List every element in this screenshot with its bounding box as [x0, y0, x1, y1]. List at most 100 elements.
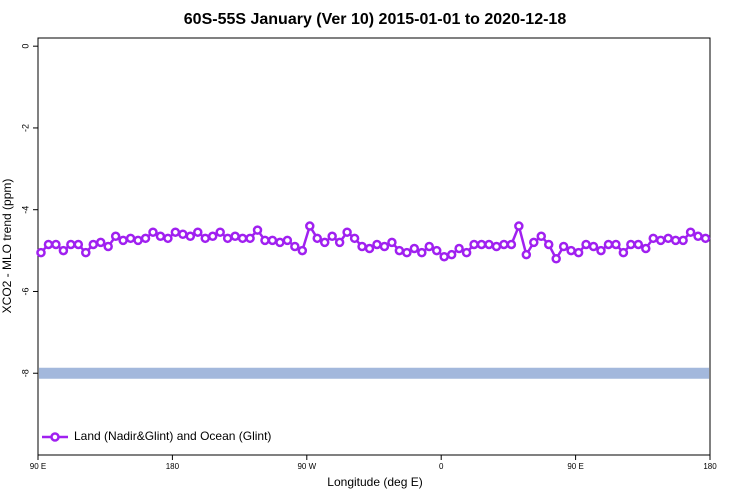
point — [469, 239, 479, 250]
x-tick-label: 180 — [166, 462, 180, 471]
point — [43, 239, 54, 250]
point — [506, 239, 517, 250]
point — [514, 221, 524, 231]
point — [529, 237, 539, 248]
point — [133, 235, 143, 246]
point — [73, 239, 84, 250]
point — [305, 221, 315, 231]
point — [603, 239, 614, 250]
plot-frame — [37, 37, 711, 456]
point — [110, 231, 121, 242]
point — [282, 235, 293, 246]
point — [641, 243, 651, 254]
point — [81, 247, 91, 258]
point — [312, 233, 323, 244]
point — [222, 233, 233, 244]
chart-title: 60S-55S January (Ver 10) 2015-01-01 to 2… — [184, 11, 567, 28]
point — [476, 239, 487, 250]
point — [618, 247, 629, 258]
point — [693, 231, 703, 242]
point — [319, 237, 330, 248]
point — [648, 233, 659, 244]
y-tick-label: 0 — [20, 44, 30, 49]
legend-marker — [50, 432, 60, 442]
point — [700, 233, 711, 244]
point — [461, 247, 472, 258]
point — [290, 241, 300, 252]
point — [596, 245, 606, 256]
point — [402, 247, 412, 258]
point — [439, 251, 449, 262]
point — [58, 245, 69, 256]
point — [364, 243, 375, 254]
point — [387, 237, 397, 248]
y-tick-label: -6 — [20, 287, 30, 295]
x-tick-label: 90 W — [297, 462, 316, 471]
point — [245, 233, 255, 244]
point — [499, 239, 509, 250]
point — [357, 241, 367, 252]
point — [655, 235, 666, 246]
point — [685, 227, 696, 237]
x-tick-label: 180 — [703, 462, 717, 471]
point — [327, 231, 337, 242]
point — [66, 239, 76, 250]
point — [611, 239, 621, 250]
point — [409, 243, 420, 254]
y-tick-label: -8 — [20, 369, 30, 377]
point — [342, 227, 352, 237]
point — [543, 239, 554, 250]
point — [558, 241, 569, 252]
point — [536, 231, 547, 242]
point — [588, 241, 599, 252]
point — [521, 249, 532, 260]
legend-label: Land (Nadir&Glint) and Ocean (Glint) — [74, 429, 271, 443]
point — [566, 245, 576, 256]
point — [140, 233, 151, 244]
point — [185, 231, 196, 242]
point — [424, 241, 435, 252]
point — [297, 245, 308, 256]
point — [170, 227, 181, 237]
point — [193, 227, 203, 237]
point — [207, 231, 218, 242]
point — [633, 239, 644, 250]
point — [431, 245, 442, 256]
point — [103, 241, 113, 252]
point — [95, 237, 106, 248]
point — [678, 235, 688, 246]
point — [372, 239, 382, 250]
point — [148, 227, 158, 237]
point — [237, 233, 248, 244]
point — [118, 235, 128, 246]
point — [215, 227, 225, 237]
point — [230, 231, 240, 242]
point — [573, 247, 584, 258]
point — [663, 233, 673, 244]
point — [125, 233, 136, 244]
x-tick-label: 90 E — [30, 462, 46, 471]
point — [275, 237, 285, 248]
point — [446, 249, 457, 260]
point — [349, 233, 360, 244]
point — [200, 233, 211, 244]
point — [267, 235, 278, 246]
x-tick-label: 90 E — [567, 462, 583, 471]
point — [670, 235, 681, 246]
point — [178, 229, 188, 239]
y-axis-label: XCO2 - MLO trend (ppm) — [0, 179, 14, 314]
point — [581, 239, 591, 250]
point — [484, 239, 494, 250]
point — [51, 239, 61, 250]
point — [155, 231, 166, 242]
y-tick-label: -2 — [20, 124, 30, 132]
point — [334, 237, 345, 248]
point — [252, 225, 263, 235]
point — [260, 235, 270, 246]
x-tick-label: 0 — [439, 462, 444, 471]
point — [626, 239, 636, 250]
x-axis-label: Longitude (deg E) — [327, 475, 422, 489]
point — [454, 243, 464, 254]
point — [379, 241, 390, 252]
